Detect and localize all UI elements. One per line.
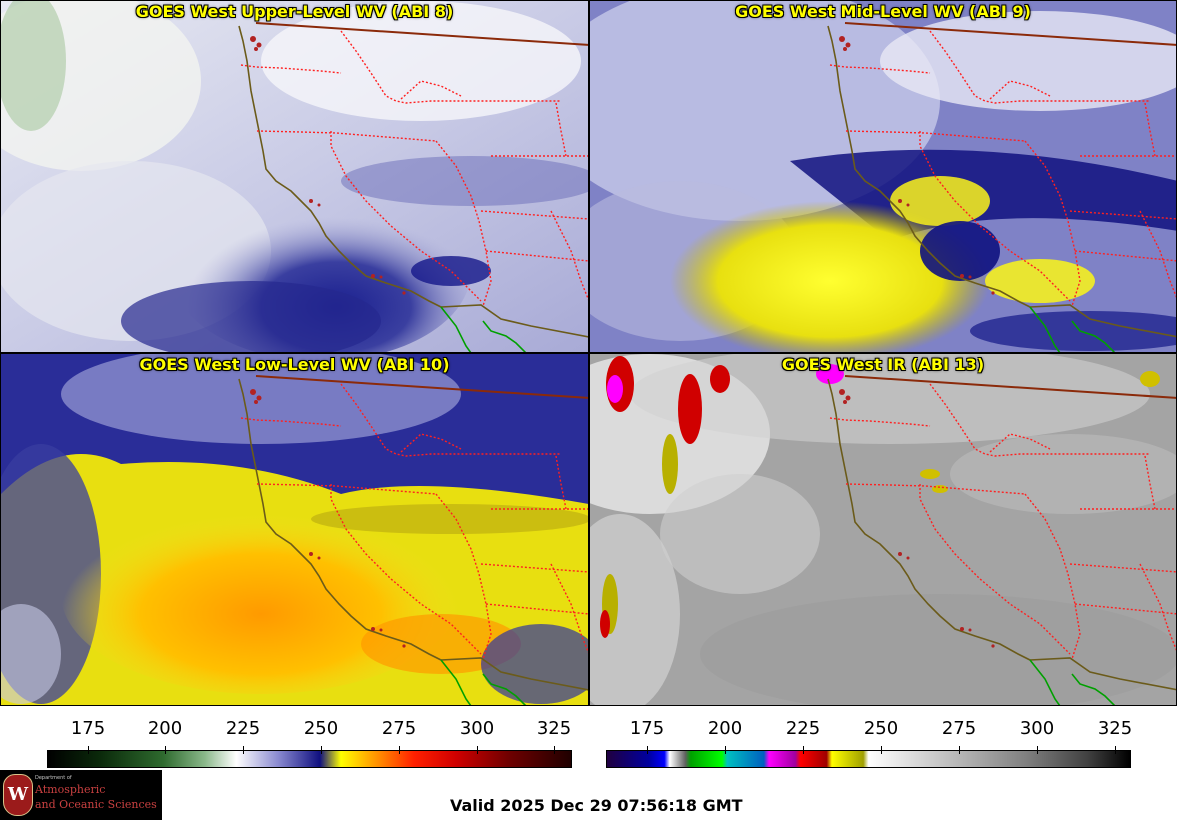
panel-upper-level-wv: GOES West Upper-Level WV (ABI 8) <box>0 0 589 353</box>
colorbar-wv-gradient <box>47 750 572 768</box>
tick-mark <box>165 746 166 754</box>
panel-title: GOES West Upper-Level WV (ABI 8) <box>135 2 454 21</box>
logo-line1: Department of <box>35 775 72 781</box>
tick-mark <box>243 746 244 754</box>
tick-mark <box>477 746 478 754</box>
colorbar-tick-label: 325 <box>1097 718 1133 739</box>
logo-line3: and Oceanic Sciences <box>35 798 157 811</box>
tick-mark <box>399 746 400 754</box>
colorbar-tick-label: 250 <box>863 718 899 739</box>
tick-mark <box>881 746 882 754</box>
tick-mark <box>647 746 648 754</box>
colorbar-tick-label: 325 <box>536 718 572 739</box>
colorbar-ir-gradient <box>606 750 1131 768</box>
colorbar-tick-label: 225 <box>225 718 261 739</box>
tick-mark <box>959 746 960 754</box>
uw-aos-logo: W Department of Atmospheric and Oceanic … <box>0 770 162 820</box>
colorbar-wv: 175 200 225 250 275 300 325 <box>0 706 588 770</box>
tick-mark <box>725 746 726 754</box>
tick-mark <box>803 746 804 754</box>
colorbar-tick-label: 175 <box>70 718 106 739</box>
colorbar-tick-label: 200 <box>147 718 183 739</box>
panel-title: GOES West Low-Level WV (ABI 10) <box>139 355 450 374</box>
colorbar-tick-label: 175 <box>629 718 665 739</box>
colorbar-ir: 175 200 225 250 275 300 325 <box>589 706 1177 770</box>
ir-image <box>590 354 1176 705</box>
panel-title: GOES West Mid-Level WV (ABI 9) <box>735 2 1031 21</box>
colorbar-tick-label: 300 <box>459 718 495 739</box>
uw-seal-icon: W <box>3 774 33 816</box>
panel-ir: GOES West IR (ABI 13) <box>589 353 1177 706</box>
colorbar-tick-label: 275 <box>941 718 977 739</box>
colorbar-tick-label: 275 <box>381 718 417 739</box>
panel-mid-level-wv: GOES West Mid-Level WV (ABI 9) <box>589 0 1177 353</box>
tick-mark <box>554 746 555 754</box>
colorbar-tick-label: 200 <box>707 718 743 739</box>
tick-mark <box>88 746 89 754</box>
tick-mark <box>1115 746 1116 754</box>
colorbar-tick-label: 250 <box>303 718 339 739</box>
colorbar-tick-label: 300 <box>1019 718 1055 739</box>
upper-level-wv-image <box>1 1 588 352</box>
mid-level-wv-image <box>590 1 1176 352</box>
logo-line2: Atmospheric <box>35 783 106 796</box>
valid-time: Valid 2025 Dec 29 07:56:18 GMT <box>450 796 743 815</box>
tick-mark <box>321 746 322 754</box>
low-level-wv-image <box>1 354 588 705</box>
tick-mark <box>1037 746 1038 754</box>
panel-low-level-wv: GOES West Low-Level WV (ABI 10) <box>0 353 589 706</box>
panel-title: GOES West IR (ABI 13) <box>781 355 985 374</box>
colorbar-tick-label: 225 <box>785 718 821 739</box>
